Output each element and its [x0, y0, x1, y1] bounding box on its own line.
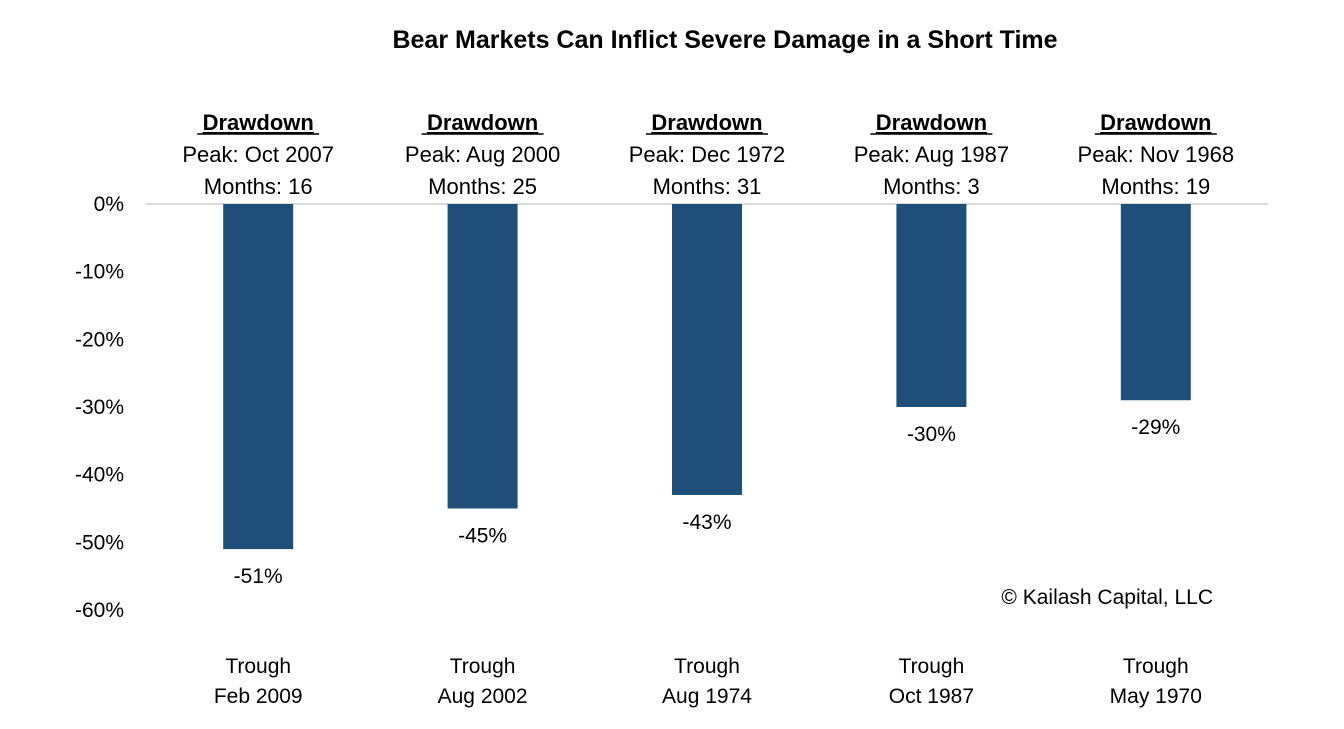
- category-group: Drawdown Peak: Oct 2007 Months: 16 -51% Trou…: [182, 110, 334, 708]
- category-group: Drawdown Peak: Aug 2000 Months: 25 -45% Trou…: [405, 110, 560, 708]
- trough-label: Trough: [674, 655, 740, 678]
- y-tick-label: -60%: [75, 599, 124, 622]
- y-tick-label: -50%: [75, 531, 124, 554]
- bar: [672, 204, 742, 495]
- months-label: Months: 16: [204, 174, 313, 199]
- trough-date: Oct 1987: [889, 685, 974, 708]
- trough-label: Trough: [1123, 655, 1189, 678]
- trough-date: Aug 1974: [662, 685, 752, 708]
- category-group: Drawdown Peak: Dec 1972 Months: 31 -43% Trou…: [629, 110, 786, 708]
- trough-date: May 1970: [1110, 685, 1202, 708]
- bar: [896, 204, 967, 407]
- peak-label: Peak: Aug 1987: [854, 142, 1009, 167]
- bar: [223, 204, 294, 550]
- y-tick-label: -10%: [75, 261, 124, 284]
- bar-value-label: -29%: [1131, 416, 1180, 439]
- chart-title: Bear Markets Can Inflict Severe Damage i…: [392, 26, 1057, 54]
- drawdown-header: Drawdown: [876, 110, 987, 135]
- months-label: Months: 25: [428, 174, 537, 199]
- drawdown-header: Drawdown: [1100, 110, 1211, 135]
- category-group: Drawdown Peak: Nov 1968 Months: 19 -29% Trou…: [1078, 110, 1235, 708]
- peak-label: Peak: Oct 2007: [182, 142, 334, 167]
- peak-label: Peak: Dec 1972: [629, 142, 786, 167]
- drawdown-header: Drawdown: [427, 110, 538, 135]
- months-label: Months: 19: [1101, 174, 1210, 199]
- bar-value-label: -30%: [907, 423, 956, 446]
- trough-label: Trough: [899, 655, 965, 678]
- bar-value-label: -51%: [234, 565, 283, 588]
- peak-label: Peak: Nov 1968: [1078, 142, 1235, 167]
- drawdown-header: Drawdown: [651, 110, 762, 135]
- peak-label: Peak: Aug 2000: [405, 142, 560, 167]
- months-label: Months: 3: [883, 174, 980, 199]
- trough-label: Trough: [450, 655, 516, 678]
- bar: [447, 204, 518, 509]
- bar-value-label: -45%: [458, 525, 507, 548]
- bar: [1120, 204, 1191, 401]
- y-tick-label: 0%: [94, 193, 124, 216]
- bar-value-label: -43%: [682, 511, 731, 534]
- trough-date: Aug 2002: [438, 685, 528, 708]
- trough-label: Trough: [225, 655, 291, 678]
- copyright-annotation: © Kailash Capital, LLC: [1001, 586, 1213, 609]
- category-group: Drawdown Peak: Aug 1987 Months: 3 -30% Troug…: [854, 110, 1009, 708]
- trough-date: Feb 2009: [214, 685, 303, 708]
- y-tick-label: -20%: [75, 328, 124, 351]
- y-tick-label: -30%: [75, 396, 124, 419]
- y-tick-label: -40%: [75, 464, 124, 487]
- drawdown-header: Drawdown: [203, 110, 314, 135]
- months-label: Months: 31: [653, 174, 762, 199]
